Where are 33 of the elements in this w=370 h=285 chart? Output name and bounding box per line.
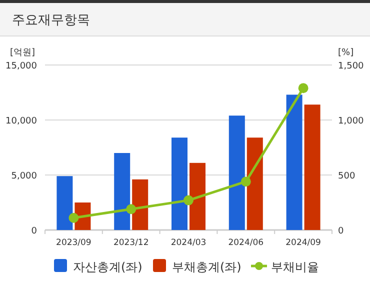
bar: [132, 179, 148, 230]
x-tick-label: 2023/09: [56, 238, 92, 248]
point: [184, 195, 194, 206]
x-tick-label: 2024/09: [286, 238, 321, 248]
legend-label: 자산총계(좌): [73, 260, 142, 274]
bar: [190, 162, 206, 230]
point: [126, 204, 136, 214]
y-axis-title: [억원]: [10, 48, 35, 58]
y-tick-label: 0: [31, 226, 38, 236]
bar: [246, 138, 263, 230]
bar: [172, 138, 188, 230]
x-tick-label: 2023/12: [113, 238, 149, 248]
y2-axis-title: [%]: [338, 48, 354, 58]
bar: [114, 153, 130, 230]
legend-label: 부채총계(좌): [172, 260, 242, 274]
bar: [56, 176, 73, 230]
y-tick-label: 15,000: [6, 62, 38, 72]
legend-label: 부채비율: [271, 260, 319, 274]
y2-tick-label: 0: [338, 226, 344, 236]
bar: [286, 94, 302, 230]
y2-tick-label: 1,000: [338, 116, 364, 126]
point: [68, 212, 79, 223]
y-tick-label: 10,000: [6, 116, 38, 126]
point: [240, 176, 251, 187]
bar: [228, 116, 245, 230]
y2-tick-label: 1,500: [338, 62, 364, 72]
y-tick-label: 5,000: [11, 172, 38, 182]
y2-tick-label: 500: [338, 172, 356, 182]
chart-title: 주요재무항목: [12, 13, 90, 28]
point: [298, 83, 308, 94]
x-tick-label: 2024/03: [170, 238, 206, 248]
x-tick-label: 2024/06: [228, 238, 264, 248]
bar: [304, 104, 320, 230]
